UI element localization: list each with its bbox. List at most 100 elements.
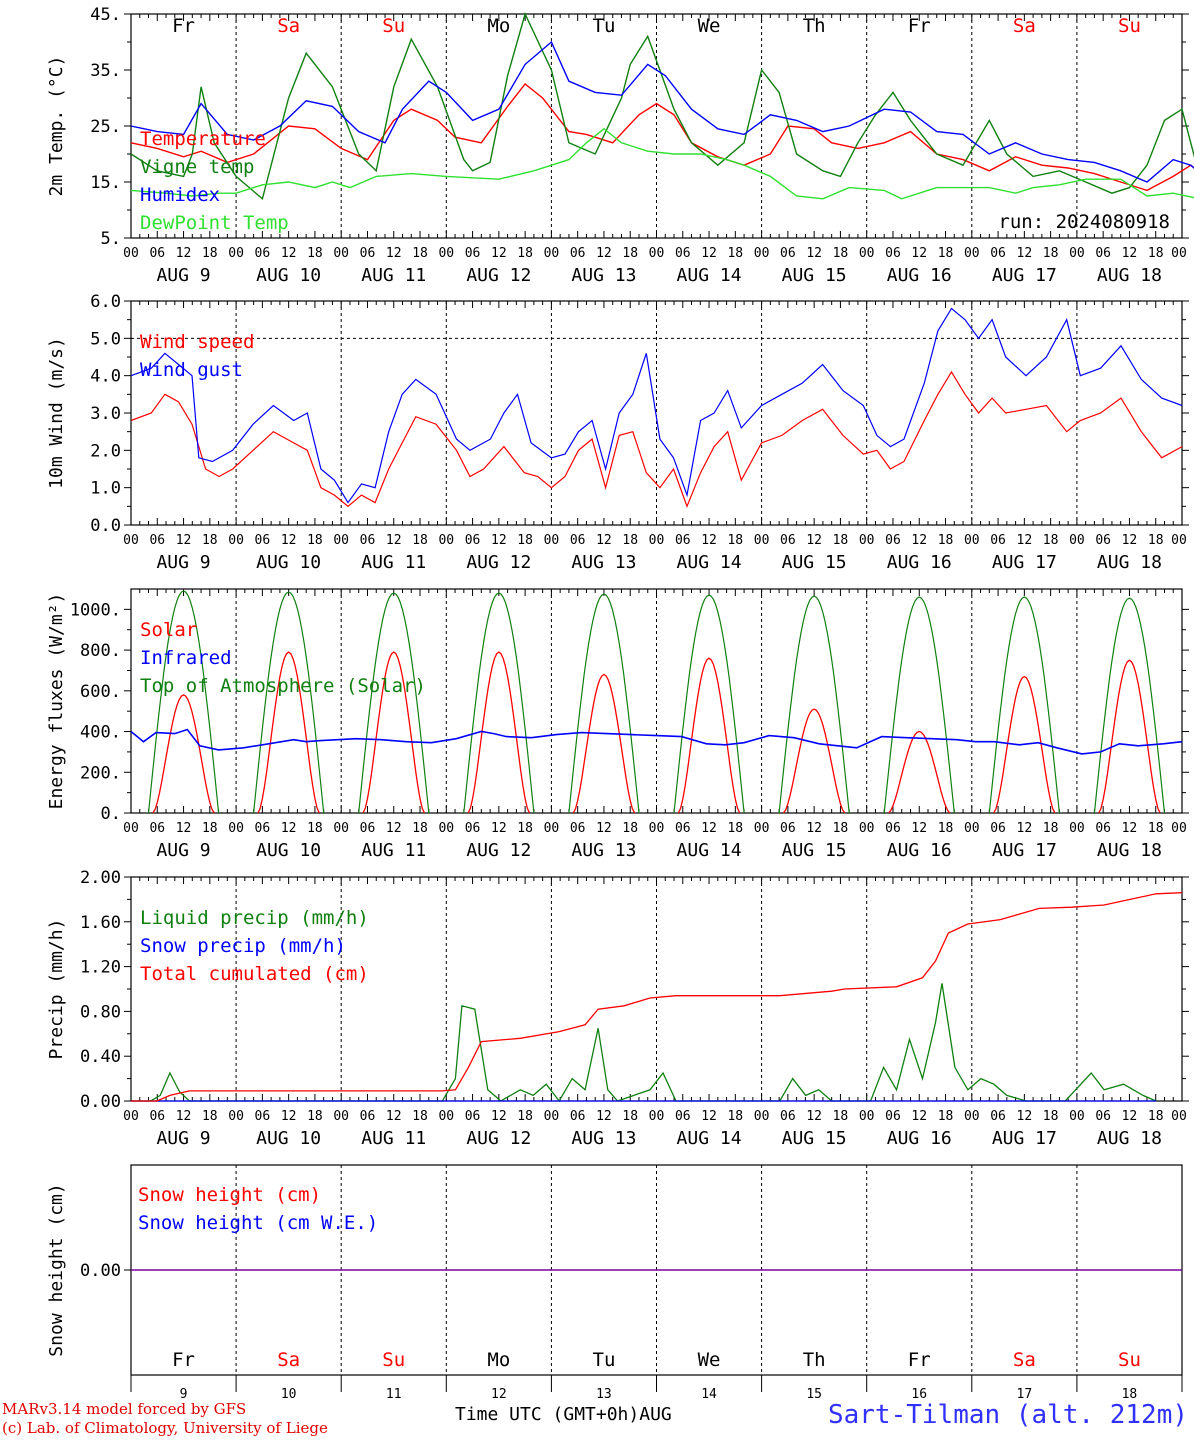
legend-entry: Total cumulated (cm) <box>140 963 369 985</box>
y-axis-label: Energy fluxes (W/m²) <box>46 593 67 810</box>
hour-tick-label: 18 <box>622 246 638 261</box>
station-label: Sart-Tilman (alt. 212m) <box>827 1400 1188 1430</box>
y-axis-label: 10m Wind (m/s) <box>46 337 67 489</box>
date-label: AUG 16 <box>887 840 952 861</box>
credit-line-2: (c) Lab. of Climatology, University of L… <box>2 1419 328 1437</box>
hour-tick-label: 06 <box>675 821 691 836</box>
hour-tick-label: 18 <box>938 533 954 548</box>
hour-tick-label: 06 <box>255 821 271 836</box>
hour-tick-label: 18 <box>307 1109 323 1124</box>
date-label: AUG 9 <box>156 1128 210 1149</box>
y-tick-label: 1.0 <box>90 479 121 499</box>
hour-tick-label: 06 <box>675 1109 691 1124</box>
legend-entry: Wind gust <box>140 359 243 381</box>
series-liquid-precip <box>131 983 1157 1103</box>
series-solar <box>467 651 531 814</box>
weekday-label: Th <box>803 1349 826 1371</box>
hour-tick-label: 18 <box>622 821 638 836</box>
series-toa-solar <box>463 592 535 814</box>
hour-tick-label: 12 <box>1017 1109 1033 1124</box>
day-number: 9 <box>180 1387 188 1402</box>
hour-tick-label: 12 <box>386 246 402 261</box>
date-label: AUG 16 <box>887 1128 952 1149</box>
hour-tick-label: 12 <box>701 533 717 548</box>
hour-tick-label: 00 <box>859 821 875 836</box>
hour-tick-label: 18 <box>202 533 218 548</box>
y-tick-label: 5. <box>101 229 121 249</box>
y-tick-label: 3.0 <box>90 404 121 424</box>
hour-tick-label: 06 <box>1095 533 1111 548</box>
y-tick-label: 2.0 <box>90 441 121 461</box>
hour-tick-label: 06 <box>885 246 901 261</box>
hour-tick-label: 06 <box>570 1109 586 1124</box>
date-label: AUG 14 <box>677 1128 742 1149</box>
date-label: AUG 12 <box>466 840 531 861</box>
hour-tick-label: 18 <box>727 533 743 548</box>
y-tick-label: 0.0 <box>90 516 121 536</box>
weekday-label: Sa <box>1013 1349 1036 1371</box>
weekday-label: Sa <box>277 1349 300 1371</box>
hour-tick-label: 06 <box>360 821 376 836</box>
legend-entry: Liquid precip (mm/h) <box>140 907 369 929</box>
hour-tick-label: 06 <box>149 821 165 836</box>
hour-tick-label: 18 <box>938 246 954 261</box>
date-label: AUG 11 <box>361 552 426 573</box>
y-tick-label: 45. <box>90 5 121 25</box>
hour-tick-label: 12 <box>1122 821 1138 836</box>
hour-tick-label: 06 <box>465 246 481 261</box>
hour-tick-label: 00 <box>1171 246 1187 261</box>
hour-tick-label: 18 <box>727 821 743 836</box>
hour-tick-label: 00 <box>859 246 875 261</box>
hour-tick-label: 06 <box>780 533 796 548</box>
hour-tick-label: 06 <box>780 246 796 261</box>
hour-tick-label: 00 <box>333 533 349 548</box>
day-number: 12 <box>491 1387 507 1402</box>
series-toa-solar <box>673 594 745 814</box>
date-label: AUG 10 <box>256 840 321 861</box>
run-label: run: 2024080918 <box>998 211 1170 233</box>
date-label: AUG 13 <box>571 1128 636 1149</box>
day-number: 11 <box>386 1387 402 1402</box>
hour-tick-label: 12 <box>596 821 612 836</box>
hour-tick-label: 00 <box>544 1109 560 1124</box>
date-label: AUG 17 <box>992 552 1057 573</box>
hour-tick-label: 12 <box>911 821 927 836</box>
hour-tick-label: 12 <box>176 246 192 261</box>
legend-entry: Wind speed <box>140 331 254 353</box>
date-label: AUG 9 <box>156 552 210 573</box>
hour-tick-label: 00 <box>123 533 139 548</box>
date-label: AUG 10 <box>256 1128 321 1149</box>
series-humidex <box>130 40 1194 183</box>
hour-tick-label: 12 <box>281 821 297 836</box>
xlabel-text: Time UTC (GMT+0h) <box>455 1404 640 1425</box>
hour-tick-label: 00 <box>123 821 139 836</box>
hour-tick-label: 18 <box>938 821 954 836</box>
date-label: AUG 11 <box>361 1128 426 1149</box>
hour-tick-label: 06 <box>360 533 376 548</box>
hour-tick-label: 06 <box>885 533 901 548</box>
hour-tick-label: 12 <box>596 1109 612 1124</box>
hour-tick-label: 12 <box>491 1109 507 1124</box>
hour-tick-label: 00 <box>964 246 980 261</box>
hour-tick-label: 18 <box>517 246 533 261</box>
day-number: 17 <box>1017 1387 1033 1402</box>
hour-tick-label: 00 <box>1069 821 1085 836</box>
hour-tick-label: 18 <box>1148 246 1164 261</box>
weekday-label: Th <box>803 15 826 37</box>
series-toa-solar <box>358 592 430 814</box>
hour-tick-label: 12 <box>806 533 822 548</box>
month-label: AUG <box>639 1404 672 1425</box>
hour-tick-label: 12 <box>806 821 822 836</box>
date-label: AUG 14 <box>677 265 742 286</box>
hour-tick-label: 12 <box>281 533 297 548</box>
hour-tick-label: 00 <box>228 533 244 548</box>
hour-tick-label: 00 <box>1171 1109 1187 1124</box>
day-number: 18 <box>1122 1387 1138 1402</box>
series-solar <box>572 673 636 814</box>
date-label: AUG 9 <box>156 840 210 861</box>
legend-entry: Solar <box>140 619 197 641</box>
hour-tick-label: 00 <box>438 246 454 261</box>
hour-tick-label: 18 <box>1148 821 1164 836</box>
legend-entry: Snow height (cm W.E.) <box>138 1212 378 1234</box>
hour-tick-label: 00 <box>333 821 349 836</box>
